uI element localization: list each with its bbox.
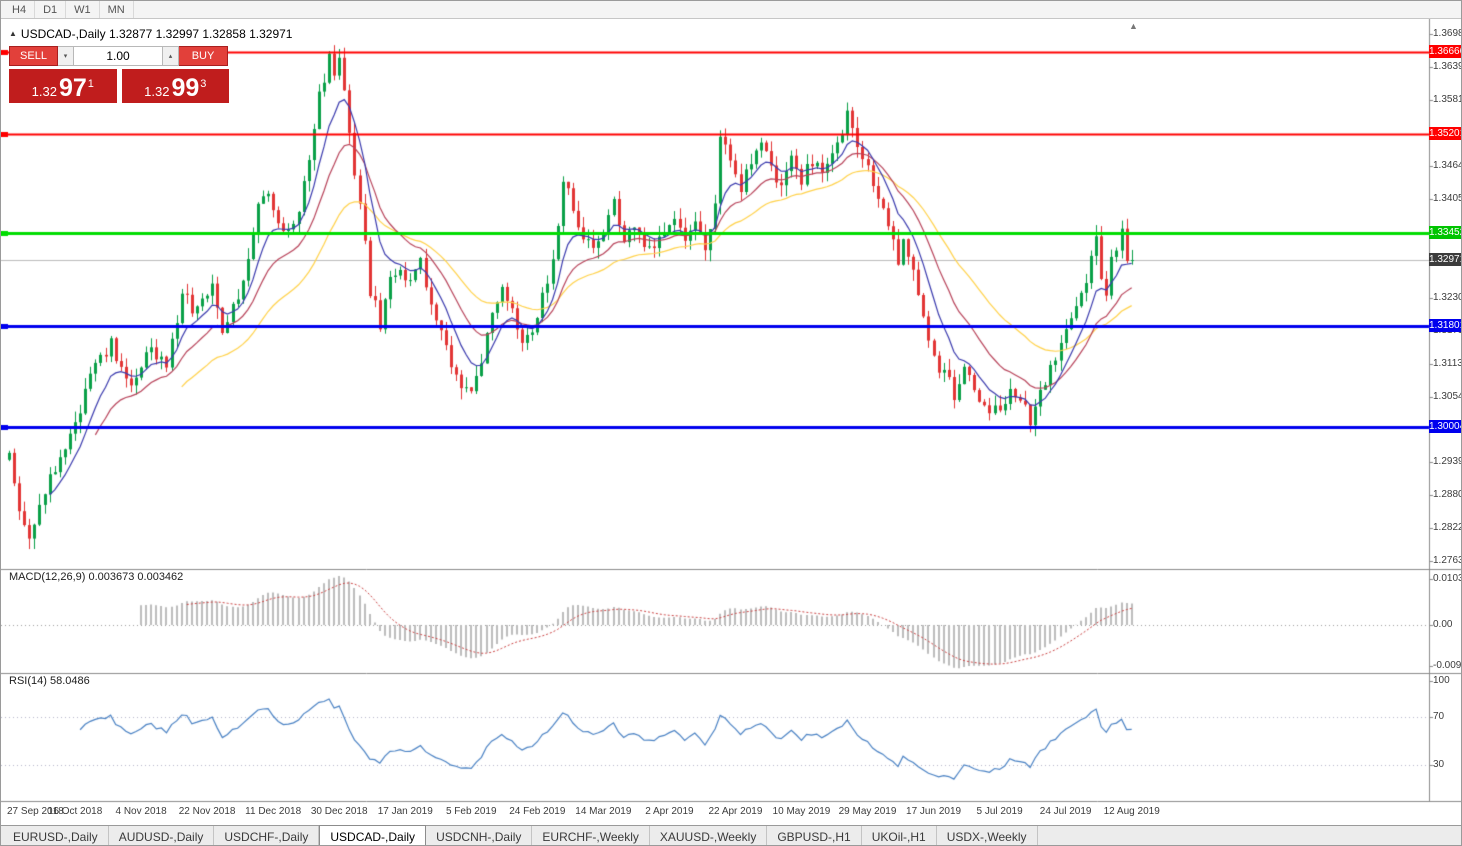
sell-price-pips: 97 [58,74,87,102]
date-axis-label: 14 Mar 2019 [575,806,632,817]
timeframe-button-d1[interactable]: D1 [35,1,67,18]
chart-tab-gbpusd-h1[interactable]: GBPUSD-,H1 [767,826,862,845]
sell-price-display[interactable]: 1.32 97 1 [9,69,117,103]
timeframe-button-w1[interactable]: W1 [66,1,100,18]
price-axis-tick: 1.34640 [1433,159,1461,171]
chart-tab-usdchf-daily[interactable]: USDCHF-,Daily [214,826,320,845]
symbol-name: USDCAD-,Daily [20,27,106,41]
price-line-label: 1.35201 [1429,127,1462,141]
date-axis-label: 17 Jun 2019 [906,806,962,817]
price-axis-tick: 1.30545 [1433,390,1461,402]
chart-tab-usdcad-daily[interactable]: USDCAD-,Daily [319,825,427,845]
date-axis-label: 2 Apr 2019 [645,806,694,817]
sell-button[interactable]: SELL [9,46,58,66]
one-click-trading-panel: SELL ▾ ▴ BUY 1.32 97 1 1.32 99 3 [9,46,229,103]
chart-tab-audusd-daily[interactable]: AUDUSD-,Daily [109,826,215,845]
chart-tab-eurchf-weekly[interactable]: EURCHF-,Weekly [532,826,650,845]
timeframe-toolbar: H4 D1 W1 MN [1,1,1461,19]
date-axis-label: 24 Jul 2019 [1039,806,1092,817]
price-axis-tick: 1.31130 [1433,357,1461,369]
chart-tab-eurusd-daily[interactable]: EURUSD-,Daily [3,826,109,845]
one-click-prices: 1.32 97 1 1.32 99 3 [9,69,229,103]
buy-price-pips: 99 [171,74,200,102]
price-line-label: 1.30004 [1429,420,1462,434]
macd-axis-label: 0.010311 [1433,573,1461,584]
one-click-order-row: SELL ▾ ▴ BUY [9,46,229,66]
date-axis-label: 10 May 2019 [772,806,831,817]
date-axis-label: 5 Feb 2019 [445,806,497,817]
date-axis-label: 29 May 2019 [838,806,897,817]
price-line-label: 1.32971 [1429,253,1462,267]
price-axis-tick: 1.34055 [1433,192,1461,204]
chart-tab-bar: EURUSD-,Daily AUDUSD-,Daily USDCHF-,Daily U… [1,825,1461,845]
date-axis-label: 5 Jul 2019 [976,806,1023,817]
price-line-label: 1.36666 [1429,44,1462,58]
sell-price-point: 1 [87,78,94,90]
buy-price-prefix: 1.32 [144,84,170,99]
price-axis-tick: 1.32300 [1433,291,1461,303]
timeframe-button-h4[interactable]: H4 [4,1,36,18]
price-axis-tick: 1.29390 [1433,456,1461,468]
macd-axis-label: -0.009207 [1433,660,1462,671]
volume-input[interactable] [74,46,163,66]
chart-tab-usdcnh-daily[interactable]: USDCNH-,Daily [426,826,533,845]
timeframe-button-mn[interactable]: MN [100,1,134,18]
date-axis-label: 11 Dec 2018 [245,806,302,817]
chart-title: ▲ USDCAD-,Daily 1.32877 1.32997 1.32858 1… [9,27,292,41]
date-axis-label: 30 Dec 2018 [310,806,368,817]
date-axis-label: 22 Nov 2018 [178,806,236,817]
rsi-axis-label: 70 [1433,711,1445,722]
sell-price-prefix: 1.32 [31,84,57,99]
date-axis-label: 17 Jan 2019 [377,806,433,817]
date-axis-label: 27 Sep 2018 [7,806,64,817]
symbol-direction-icon: ▲ [9,29,17,38]
date-axis-label: 24 Feb 2019 [509,806,566,817]
price-axis-tick: 1.27635 [1433,555,1461,566]
macd-indicator-label: MACD(12,26,9) 0.003673 0.003462 [9,571,184,583]
date-axis-label: 4 Nov 2018 [115,806,167,817]
price-chart-canvas[interactable] [1,19,1461,825]
date-axis-label: 12 Aug 2019 [1103,806,1160,817]
ohlc-values: 1.32877 1.32997 1.32858 1.32971 [108,27,293,41]
rsi-axis-label: 100 [1433,675,1450,686]
chart-area: ▲ USDCAD-,Daily 1.32877 1.32997 1.32858 1… [1,19,1462,825]
volume-decrease-button[interactable]: ▾ [58,46,74,66]
price-axis-tick: 1.35810 [1433,93,1461,105]
buy-button[interactable]: BUY [179,46,228,66]
chart-tab-usdx-weekly[interactable]: USDX-,Weekly [937,826,1038,845]
chart-tab-ukoil-h1[interactable]: UKOil-,H1 [862,826,937,845]
date-axis-label: 22 Apr 2019 [708,806,763,817]
macd-axis-label: 0.00 [1433,618,1453,630]
price-axis-tick: 1.28805 [1433,489,1461,501]
buy-price-display[interactable]: 1.32 99 3 [121,69,229,103]
price-axis-tick: 1.36395 [1433,60,1461,72]
rsi-indicator-label: RSI(14) 58.0486 [9,675,90,687]
rsi-axis-label: 30 [1433,759,1445,770]
price-axis-tick: 1.36980 [1433,28,1461,39]
buy-price-point: 3 [200,78,207,90]
scroll-to-end-icon[interactable]: ▲ [1129,21,1138,31]
date-axis-label: 16 Oct 2018 [47,806,103,817]
price-line-label: 1.33452 [1429,225,1462,239]
volume-increase-button[interactable]: ▴ [163,46,179,66]
price-axis-tick: 1.28220 [1433,522,1461,533]
chart-tab-xauusd-weekly[interactable]: XAUUSD-,Weekly [650,826,768,845]
price-line-label: 1.31801 [1429,319,1462,333]
